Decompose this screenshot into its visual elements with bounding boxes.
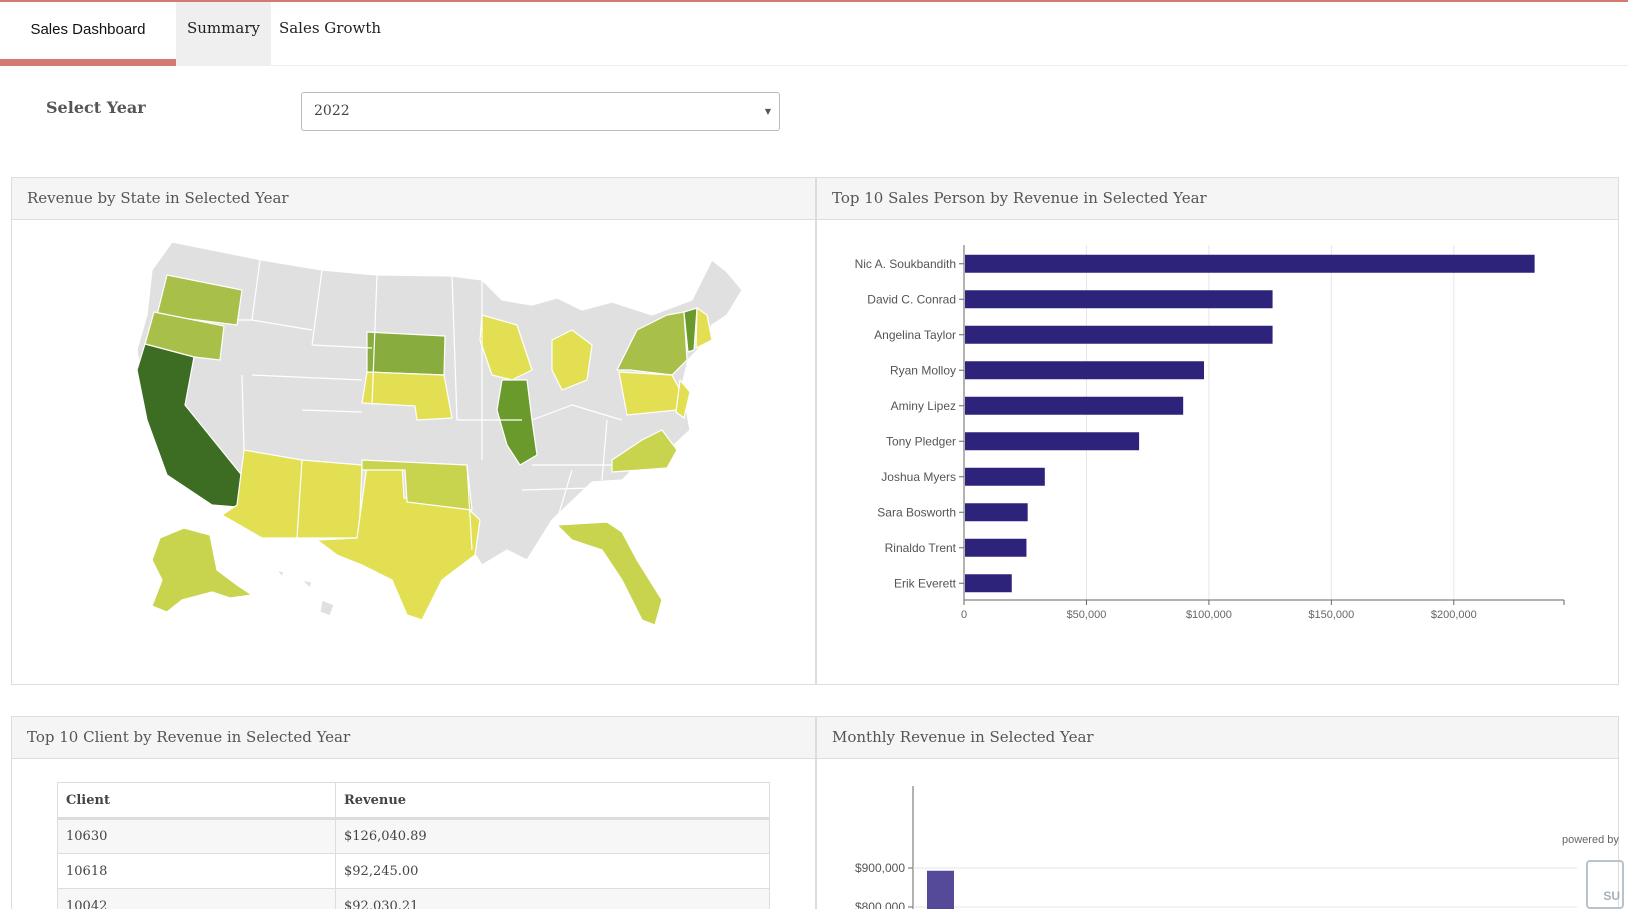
client-cell: 10618 (57, 853, 336, 889)
state-new-jersey[interactable] (675, 379, 691, 419)
client-cell: 10630 (57, 818, 336, 854)
tab-sales-growth[interactable]: Sales Growth (278, 19, 382, 37)
y-tick-label: $800,000 (855, 900, 905, 909)
table-row: 10618 $92,245.00 (57, 853, 770, 889)
monthly-revenue-panel: Monthly Revenue in Selected Year $700,00… (816, 716, 1619, 909)
clients-table: Client Revenue 10630 $126,040.89 10618 $… (57, 782, 770, 909)
state-vermont[interactable] (683, 307, 698, 353)
chevron-down-icon[interactable]: ▼ (764, 107, 771, 116)
top-salesperson-panel: Top 10 Sales Person by Revenue in Select… (816, 177, 1619, 685)
state-virginia[interactable] (611, 429, 678, 473)
state-michigan[interactable] (551, 329, 593, 391)
top-clients-panel: Top 10 Client by Revenue in Selected Yea… (11, 716, 816, 909)
state-pennsylvania[interactable] (618, 371, 681, 416)
revenue-cell: $92,030.21 (335, 888, 770, 909)
bar[interactable] (965, 361, 1204, 380)
select-year-label: Select Year (46, 98, 146, 117)
state-washington[interactable] (156, 274, 243, 326)
category-label: Nic A. Soukbandith (855, 257, 956, 271)
tab-summary[interactable]: Summary (176, 2, 271, 66)
bar[interactable] (965, 574, 1012, 593)
category-label: Rinaldo Trent (885, 541, 957, 555)
state-florida[interactable] (556, 521, 663, 626)
category-label: Angelina Taylor (874, 328, 956, 342)
state-new-hampshire[interactable] (695, 307, 713, 349)
powered-by-text: powered by (1562, 834, 1619, 846)
state-nebraska[interactable] (361, 371, 453, 421)
panel-title: Top 10 Sales Person by Revenue in Select… (817, 178, 1618, 220)
powered-by-logo-icon[interactable]: SU (1586, 860, 1624, 909)
client-cell: 10042 (57, 888, 336, 909)
state-hawaii[interactable] (276, 569, 335, 617)
bar[interactable] (965, 396, 1184, 415)
bar[interactable] (965, 538, 1027, 557)
state-alaska[interactable] (151, 527, 253, 613)
y-tick-label: $900,000 (855, 861, 905, 875)
category-label: Erik Everett (894, 576, 957, 590)
x-tick-label: 0 (961, 609, 967, 621)
category-label: Ryan Molloy (890, 363, 956, 377)
state-boundaries (237, 259, 623, 551)
monthly-revenue-chart: $700,000$800,000$900,000 (855, 786, 1577, 909)
x-tick-label: $50,000 (1067, 609, 1107, 621)
panel-title: Monthly Revenue in Selected Year (817, 717, 1618, 759)
bar[interactable] (927, 870, 954, 909)
column-header-client[interactable]: Client (57, 782, 336, 820)
table-row: 10042 $92,030.21 (57, 888, 770, 909)
x-tick-label: $150,000 (1308, 609, 1354, 621)
state-new-york[interactable] (616, 311, 688, 376)
bar[interactable] (965, 254, 1535, 273)
salesperson-bar-chart: 0 $50,000 $100,000 $150,000 $200,000 Nic A. S… (855, 245, 1565, 621)
revenue-by-state-panel: Revenue by State in Selected Year (11, 177, 816, 685)
category-label: Aminy Lipez (891, 399, 956, 413)
bar[interactable] (965, 325, 1273, 344)
year-select-value: 2022 (314, 103, 350, 119)
category-label: Sara Bosworth (877, 505, 956, 519)
state-south-dakota[interactable] (366, 331, 446, 376)
category-label: David C. Conrad (867, 292, 956, 306)
brand-title[interactable]: Sales Dashboard (0, 2, 176, 66)
bar[interactable] (965, 467, 1045, 486)
table-row: 10630 $126,040.89 (57, 818, 770, 854)
top-navbar: Sales Dashboard Summary Sales Growth (0, 0, 1628, 66)
panel-title: Revenue by State in Selected Year (12, 178, 815, 220)
bar[interactable] (965, 503, 1028, 522)
x-tick-label: $100,000 (1186, 609, 1232, 621)
revenue-cell: $92,245.00 (335, 853, 770, 889)
year-select[interactable]: 2022 ▼ (301, 92, 780, 131)
us-state-map (136, 241, 743, 626)
column-header-revenue[interactable]: Revenue (335, 782, 770, 820)
state-california[interactable] (136, 343, 245, 508)
bar[interactable] (965, 290, 1273, 309)
state-illinois[interactable] (496, 379, 538, 466)
category-label: Joshua Myers (881, 470, 956, 484)
category-label: Tony Pledger (886, 434, 956, 448)
x-tick-label: $200,000 (1431, 609, 1477, 621)
bar[interactable] (965, 432, 1140, 451)
revenue-cell: $126,040.89 (335, 818, 770, 854)
state-new-mexico[interactable] (296, 459, 363, 539)
panel-title: Top 10 Client by Revenue in Selected Yea… (12, 717, 815, 759)
state-oregon[interactable] (144, 311, 225, 361)
